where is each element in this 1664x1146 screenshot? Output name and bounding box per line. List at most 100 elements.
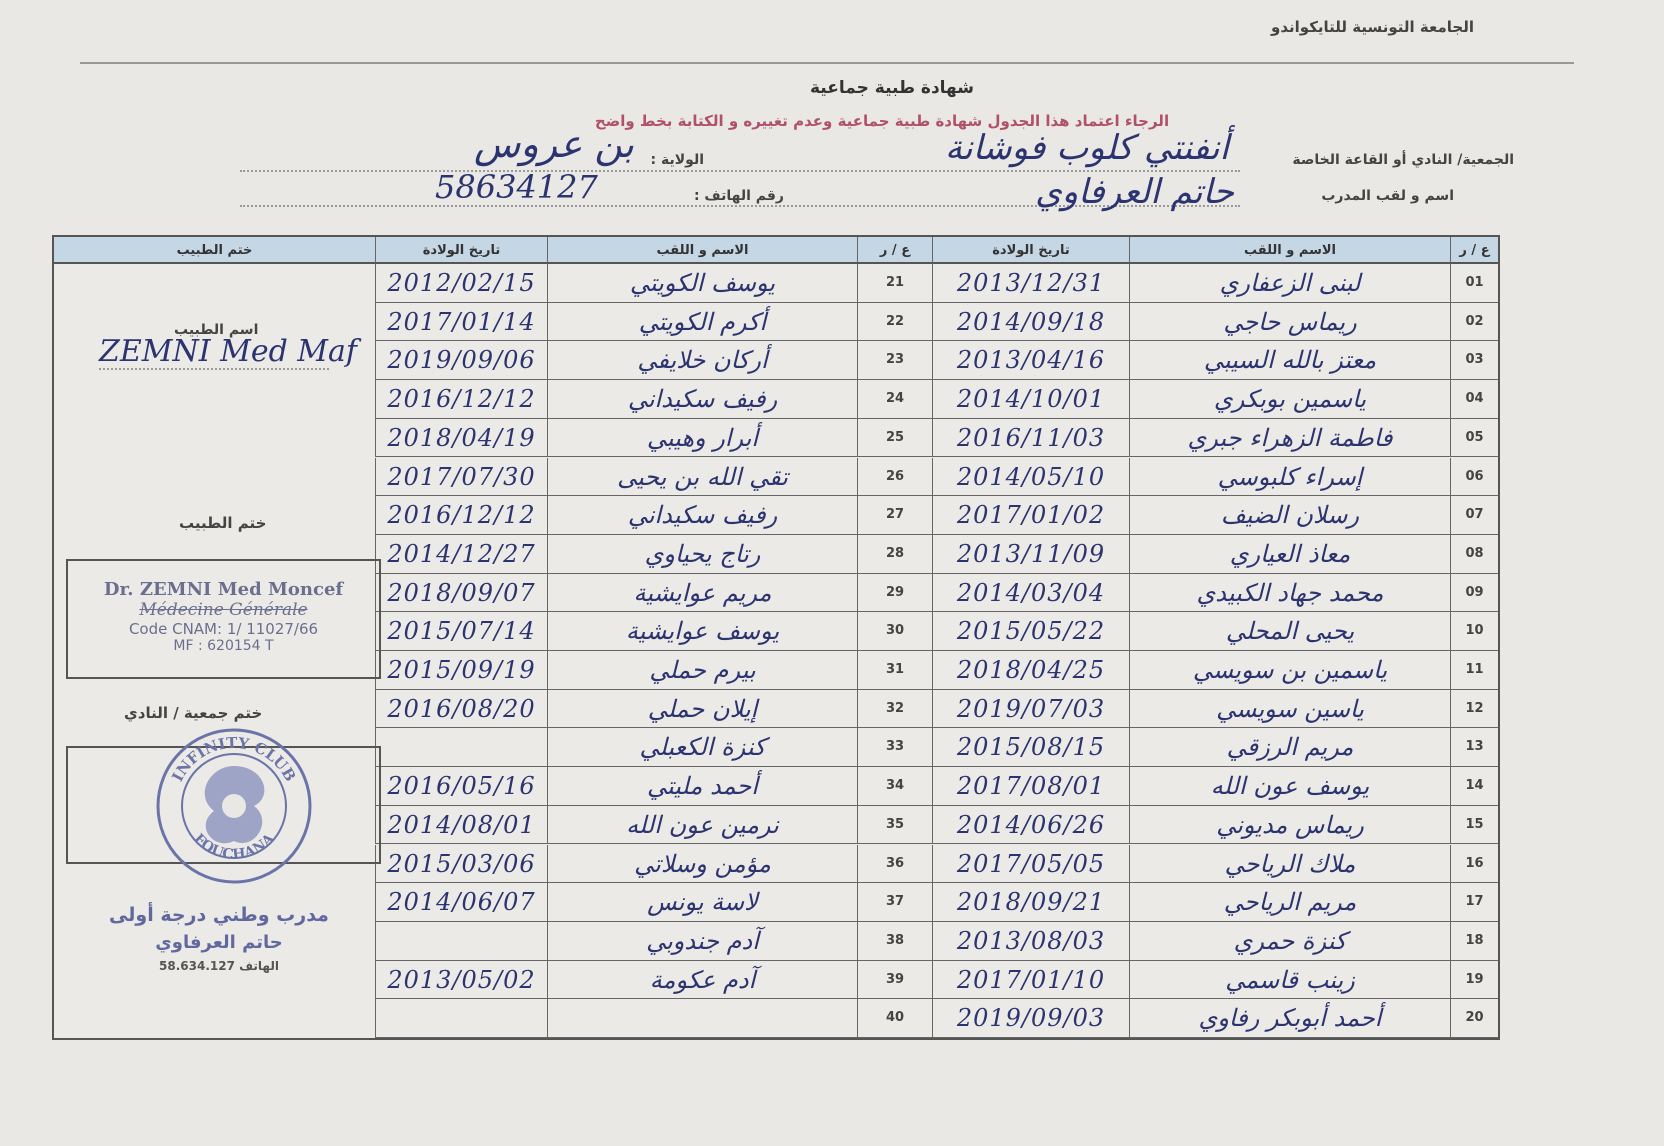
row-name-cell: أحمد أبوبكر رفاوي xyxy=(1129,999,1450,1038)
row-name-cell: رفيف سكيداني xyxy=(547,496,857,535)
row-dob-cell xyxy=(375,728,547,768)
state-value: بن عروس xyxy=(474,122,634,166)
row-name-cell: ريماس حاجي xyxy=(1129,302,1450,342)
row-dob-cell: 2014/06/07 xyxy=(375,883,547,922)
row-num-cell: 37 xyxy=(857,883,932,922)
row-num-cell: 29 xyxy=(857,573,932,613)
club-stamp-label: ختم جمعية / النادي xyxy=(124,704,263,722)
row-name-cell: آدم عكومة xyxy=(547,960,857,1000)
phone-label: رقم الهاتف : xyxy=(693,188,784,204)
row-name-cell: ياسمين بن سويسي xyxy=(1129,651,1450,690)
coach-stamp-phone: الهاتف 58.634.127 xyxy=(159,959,279,973)
row-num-cell: 25 xyxy=(857,418,932,458)
row-num-cell: 34 xyxy=(857,767,932,806)
stamp-doctor-name: Dr. ZEMNI Med Moncef xyxy=(103,579,344,600)
row-name-cell: أحمد مليتي xyxy=(547,767,857,806)
row-dob-cell: 2012/02/15 xyxy=(375,264,547,303)
header-dob-left: تاريخ الولادة xyxy=(375,237,547,264)
doctor-panel: اسم الطبيب ZEMNI Med Maf ختم الطبيب Dr. … xyxy=(54,264,381,1038)
row-num-cell: 05 xyxy=(1450,418,1498,458)
row-dob-cell xyxy=(375,921,547,961)
row-num-cell: 23 xyxy=(857,341,932,381)
row-dob-cell: 2018/09/21 xyxy=(932,883,1129,922)
row-dob-cell: 2013/08/03 xyxy=(932,921,1129,961)
row-num-cell: 06 xyxy=(1450,457,1498,497)
row-dob-cell: 2018/04/19 xyxy=(375,418,547,458)
row-dob-cell: 2016/05/16 xyxy=(375,767,547,806)
row-dob-cell: 2015/05/22 xyxy=(932,612,1129,651)
row-dob-cell: 2019/09/03 xyxy=(932,999,1129,1038)
row-name-cell: مؤمن وسلاتي xyxy=(547,844,857,884)
row-num-cell: 10 xyxy=(1450,612,1498,651)
phone-value: 58634127 xyxy=(435,168,598,206)
row-name-cell: ياسين سويسي xyxy=(1129,689,1450,729)
row-dob-cell: 2017/07/30 xyxy=(375,457,547,497)
row-name-cell: أبرار وهيبي xyxy=(547,418,857,458)
row-num-cell: 17 xyxy=(1450,883,1498,922)
row-name-cell: أركان خلايفي xyxy=(547,341,857,381)
coach-label: اسم و لقب المدرب xyxy=(1321,188,1454,204)
row-name-cell: لاسة يونس xyxy=(547,883,857,922)
row-dob-cell: 2015/08/15 xyxy=(932,728,1129,768)
federation-name: الجامعة التونسية للتايكواندو xyxy=(1271,18,1474,36)
row-name-cell: إسراء كلبوسي xyxy=(1129,457,1450,497)
row-name-cell: معاذ العياري xyxy=(1129,534,1450,574)
club-value: أنفنتي كلوب فوشانة xyxy=(945,128,1229,168)
coach-stamp-name: حاتم العرفاوي xyxy=(155,932,283,953)
row-name-cell: محمد جهاد الكبيدي xyxy=(1129,573,1450,613)
row-num-cell: 12 xyxy=(1450,689,1498,729)
club-line xyxy=(240,170,1240,172)
header-num-left: ع / ر xyxy=(857,237,932,264)
row-num-cell: 24 xyxy=(857,380,932,419)
row-dob-cell: 2015/07/14 xyxy=(375,612,547,651)
row-dob-cell xyxy=(375,999,547,1038)
coach-title: مدرب وطني درجة أولى xyxy=(109,904,329,926)
row-dob-cell: 2013/12/31 xyxy=(932,264,1129,303)
row-num-cell: 03 xyxy=(1450,341,1498,381)
stamp-cnam-code: Code CNAM: 1/ 11027/66 xyxy=(128,620,319,638)
row-name-cell: آدم جندوبي xyxy=(547,921,857,961)
row-num-cell: 38 xyxy=(857,921,932,961)
instruction-notice: الرجاء اعتماد هذا الجدول شهادة طبية جماع… xyxy=(594,112,1170,130)
row-name-cell: ياسمين بوبكري xyxy=(1129,380,1450,419)
row-name-cell: لبنى الزعفاري xyxy=(1129,264,1450,303)
row-dob-cell: 2013/05/02 xyxy=(375,960,547,1000)
coach-line xyxy=(240,205,1240,207)
header-name-left: الاسم و اللقب xyxy=(547,237,857,264)
row-name-cell: فاطمة الزهراء جبري xyxy=(1129,418,1450,458)
row-num-cell: 31 xyxy=(857,651,932,690)
row-dob-cell: 2019/09/06 xyxy=(375,341,547,381)
row-name-cell: كنزة الكعبلي xyxy=(547,728,857,768)
row-num-cell: 02 xyxy=(1450,302,1498,342)
row-num-cell: 35 xyxy=(857,805,932,845)
row-dob-cell: 2017/01/02 xyxy=(932,496,1129,535)
row-num-cell: 21 xyxy=(857,264,932,303)
row-num-cell: 36 xyxy=(857,844,932,884)
row-dob-cell: 2015/09/19 xyxy=(375,651,547,690)
row-dob-cell: 2016/08/20 xyxy=(375,689,547,729)
row-dob-cell: 2014/12/27 xyxy=(375,534,547,574)
coach-value: حاتم العرفاوي xyxy=(1035,172,1234,212)
row-num-cell: 19 xyxy=(1450,960,1498,1000)
row-name-cell: يوسف الكويتي xyxy=(547,264,857,303)
header-doctor-stamp: ختم الطبيب xyxy=(54,237,375,264)
club-label: الجمعية/ النادي أو القاعة الخاصة xyxy=(1292,152,1514,168)
club-stamp-logo: INFINITY CLUB FOUCHANA xyxy=(156,728,312,884)
row-num-cell: 22 xyxy=(857,302,932,342)
row-num-cell: 40 xyxy=(857,999,932,1038)
doctor-stamp-box: Dr. ZEMNI Med Moncef Médecine Générale C… xyxy=(66,559,381,679)
row-num-cell: 18 xyxy=(1450,921,1498,961)
row-name-cell: نرمين عون الله xyxy=(547,805,857,845)
row-name-cell: معتز بالله السيبي xyxy=(1129,341,1450,381)
row-num-cell: 14 xyxy=(1450,767,1498,806)
doctor-name-line xyxy=(99,368,329,370)
stamp-specialty: Médecine Générale xyxy=(139,600,308,620)
row-dob-cell: 2014/05/10 xyxy=(932,457,1129,497)
row-num-cell: 27 xyxy=(857,496,932,535)
row-dob-cell: 2017/01/10 xyxy=(932,960,1129,1000)
row-name-cell: زينب قاسمي xyxy=(1129,960,1450,1000)
row-dob-cell: 2017/01/14 xyxy=(375,302,547,342)
row-num-cell: 07 xyxy=(1450,496,1498,535)
row-name-cell: أكرم الكويتي xyxy=(547,302,857,342)
row-name-cell: ملاك الرياحي xyxy=(1129,844,1450,884)
